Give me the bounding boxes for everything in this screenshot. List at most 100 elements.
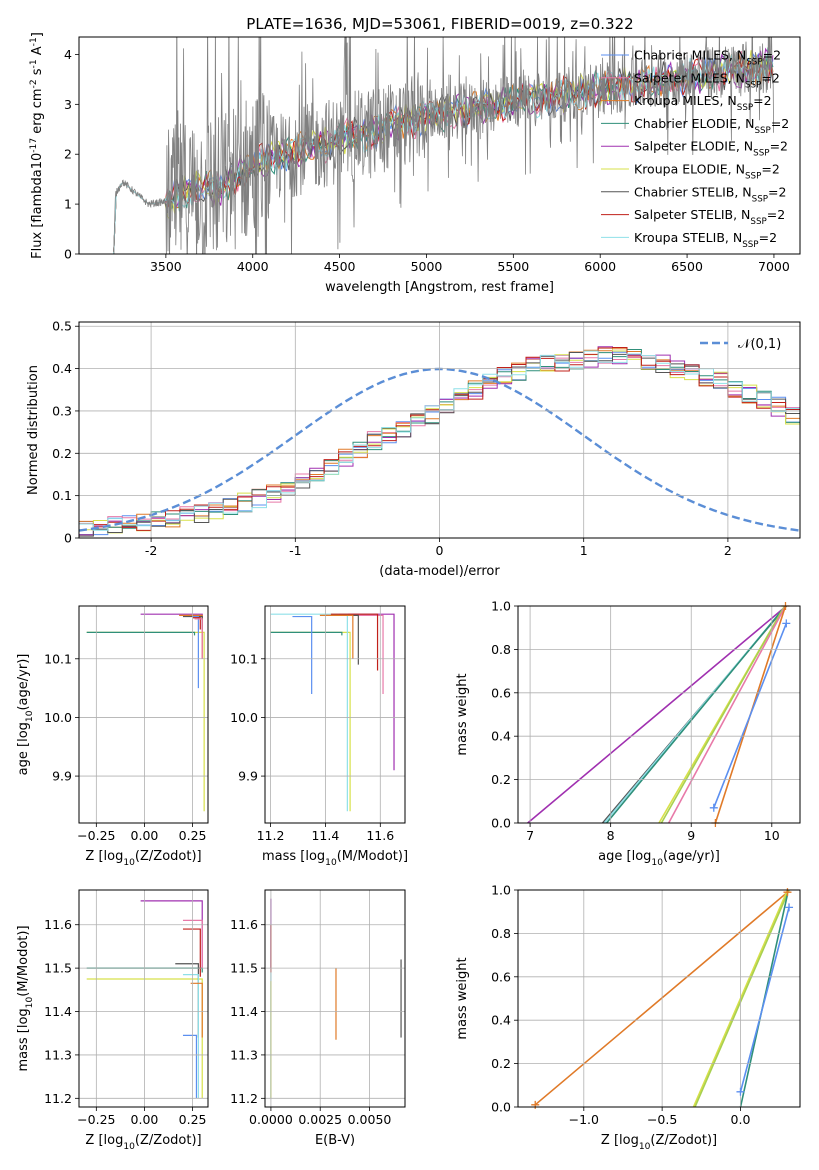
y-tick-label: 0.2 xyxy=(491,772,511,787)
x-tick-label: 0.00 xyxy=(131,1112,159,1127)
x-axis-label: Z [log10(Z/Zodot)] xyxy=(85,849,201,868)
y-tick-label: 11.2 xyxy=(230,1091,258,1106)
x-tick-label: 4500 xyxy=(324,259,356,274)
y-tick-label: 0 xyxy=(64,531,72,546)
cumulative-step xyxy=(182,974,199,1099)
y-tick-label: 3 xyxy=(64,97,72,112)
y-tick-label: 11.5 xyxy=(44,961,72,976)
x-tick-label: 2 xyxy=(724,543,732,558)
x-tick-label: 0.0 xyxy=(731,1112,751,1127)
panel-ebv_vs_mass: 0.0000 0.0025 0.0050 11.2 11.3 11.4 11.5 11.6 E(… xyxy=(230,889,406,1148)
y-tick-label: 11.4 xyxy=(44,1004,72,1019)
x-tick-label: 7 xyxy=(526,828,534,843)
plot-data-residuals xyxy=(79,346,800,537)
y-tick-label: 0.4 xyxy=(491,729,511,744)
axes-frame xyxy=(264,889,406,1108)
x-axis-label: mass [log10(M/Modot)] xyxy=(262,849,408,868)
y-tick-label: 0.2 xyxy=(52,446,72,461)
weight-line xyxy=(605,606,787,823)
axes-frame xyxy=(517,605,801,824)
x-tick-label: 11.6 xyxy=(366,828,394,843)
y-tick-label: 11.4 xyxy=(230,1004,258,1019)
x-tick-label: −1.0 xyxy=(569,1112,599,1127)
plus-marker xyxy=(782,619,791,628)
cumulative-step xyxy=(292,615,313,694)
x-tick-label: 0.25 xyxy=(179,828,207,843)
axes-frame xyxy=(78,36,801,255)
y-axis-label: mass weight xyxy=(455,957,470,1039)
x-tick-label: -2 xyxy=(145,543,157,558)
y-tick-label: 11.3 xyxy=(44,1047,72,1062)
y-tick-label: 0.1 xyxy=(52,488,72,503)
cumulative-step xyxy=(270,613,348,812)
legend-label: Chabrier ELODIE, NSSP=2 xyxy=(634,116,789,136)
weight-line xyxy=(667,606,787,823)
y-tick-label: 1 xyxy=(64,197,72,212)
y-tick-label: 2 xyxy=(64,147,72,162)
x-tick-label: 11.2 xyxy=(257,828,285,843)
x-tick-label: 5000 xyxy=(411,259,443,274)
x-tick-label: 0.25 xyxy=(179,1112,207,1127)
x-tick-label: 0.0025 xyxy=(298,1112,342,1127)
plus-marker xyxy=(709,803,718,812)
x-tick-label: 0.0000 xyxy=(249,1112,293,1127)
weight-line xyxy=(739,907,790,1093)
cumulative-step xyxy=(86,631,196,636)
x-axis-label: E(B-V) xyxy=(315,1133,355,1148)
x-axis-label: Z [log10(Z/Zodot)] xyxy=(601,1133,717,1152)
y-tick-label: 11.3 xyxy=(230,1047,258,1062)
figure-title: PLATE=1636, MJD=53061, FIBERID=0019, z=0… xyxy=(246,15,633,33)
y-tick-label: 11.6 xyxy=(230,917,258,932)
y-tick-label: 1.0 xyxy=(491,599,511,614)
weight-line xyxy=(713,623,788,809)
x-tick-label: −0.25 xyxy=(77,828,115,843)
cumulative-step xyxy=(194,618,203,659)
x-tick-label: −0.5 xyxy=(647,1112,677,1127)
x-tick-label: 5500 xyxy=(497,259,529,274)
y-tick-label: 9.9 xyxy=(52,769,72,784)
x-tick-label: 1 xyxy=(580,543,588,558)
plot-data-spectrum xyxy=(113,37,774,254)
y-tick-label: 4 xyxy=(64,47,72,62)
y-tick-label: 10.1 xyxy=(230,651,258,666)
plot-data-mass_vs_age xyxy=(270,613,395,812)
x-tick-label: 8 xyxy=(607,828,615,843)
panel-residuals: -2 -1 0 1 2 0 0.1 0.2 0.3 0.4 0.5 (data-model)/erro… xyxy=(26,319,801,579)
panel-spectrum: 3500 4000 4500 5000 5500 6000 6500 7000 0 1 2 3 4 wav… xyxy=(29,32,801,295)
axes-frame xyxy=(78,889,209,1108)
legend-label: Chabrier STELIB, NSSP=2 xyxy=(634,184,786,204)
y-tick-label: 11.5 xyxy=(230,961,258,976)
cumulative-step xyxy=(190,982,203,1038)
x-tick-label: 7000 xyxy=(758,259,790,274)
panel-age_weight: 7 8 9 10 0.0 0.2 0.4 0.6 0.8 1.0 age [log10(age/yr… xyxy=(455,599,801,868)
x-tick-label: 6000 xyxy=(584,259,616,274)
plot-data-Z_vs_age xyxy=(86,613,205,812)
panel-Z_weight: −1.0 −0.5 0.0 0.0 0.2 0.4 0.6 0.8 1.0 Z [log10(Z/… xyxy=(455,883,801,1152)
legend-label: Salpeter MILES, NSSP=2 xyxy=(634,70,780,90)
cumulative-step xyxy=(182,1034,198,1099)
y-axis-label: mass weight xyxy=(455,673,470,755)
y-tick-label: 0 xyxy=(64,247,72,262)
y-tick-label: 0.6 xyxy=(491,969,511,984)
y-tick-label: 0.4 xyxy=(491,1013,511,1028)
cumulative-step xyxy=(182,919,203,969)
x-axis-label: wavelength [Angstrom, rest frame] xyxy=(325,280,554,295)
legend-label: Salpeter STELIB, NSSP=2 xyxy=(634,207,785,227)
cumulative-step xyxy=(270,631,351,812)
y-tick-label: 9.9 xyxy=(238,769,258,784)
y-tick-label: 10.0 xyxy=(230,710,258,725)
cumulative-step xyxy=(325,614,384,694)
y-tick-label: 0.0 xyxy=(491,816,511,831)
cumulative-step xyxy=(330,614,359,665)
y-axis-label: mass [log10(M/Modot)] xyxy=(16,925,35,1071)
histogram-step xyxy=(79,350,800,531)
x-tick-label: 6500 xyxy=(671,259,703,274)
y-axis-label: Normed distribution xyxy=(26,365,41,495)
y-tick-label: 0.4 xyxy=(52,361,72,376)
cumulative-step xyxy=(192,615,199,689)
weight-line xyxy=(694,890,790,1107)
x-axis-label: (data-model)/error xyxy=(379,564,500,579)
panel-mass_vs_age: 11.2 11.4 11.6 9.9 10.0 10.1 mass [log10(M/Mod… xyxy=(230,605,408,868)
